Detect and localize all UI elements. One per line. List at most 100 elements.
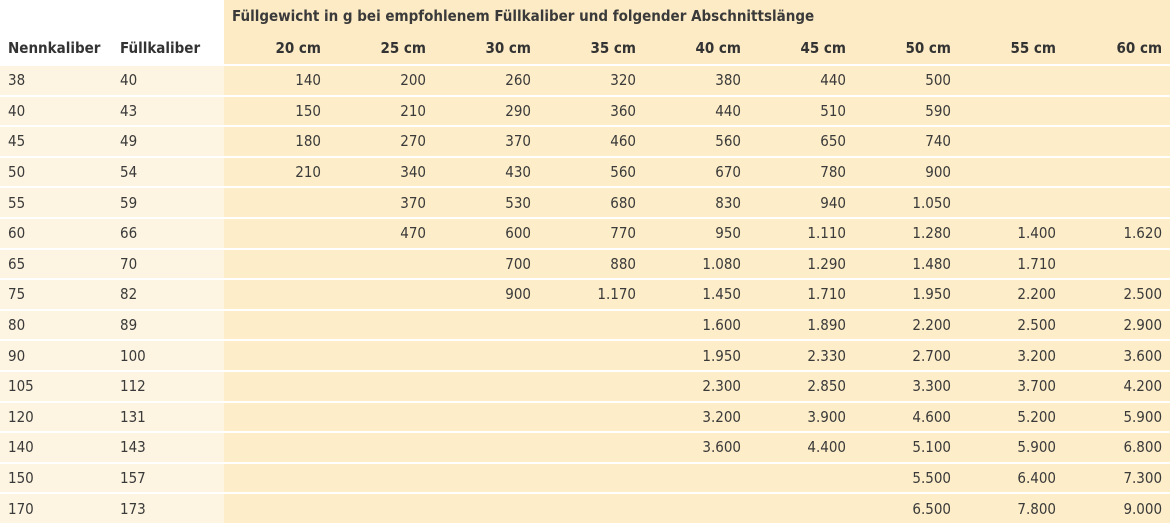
cell-fill-weight bbox=[329, 310, 434, 342]
cell-nennkaliber: 120 bbox=[0, 402, 112, 434]
cell-fill-weight: 950 bbox=[644, 218, 749, 250]
cell-fuellkaliber: 131 bbox=[112, 402, 224, 434]
cell-fill-weight bbox=[224, 341, 329, 372]
cell-fill-weight: 3.600 bbox=[644, 433, 749, 464]
cell-fill-weight: 210 bbox=[224, 157, 329, 189]
cell-fill-weight: 510 bbox=[749, 96, 854, 128]
cell-fill-weight bbox=[539, 402, 644, 434]
cell-fill-weight bbox=[539, 433, 644, 464]
cell-fill-weight: 440 bbox=[644, 96, 749, 128]
cell-fill-weight: 3.300 bbox=[854, 371, 959, 403]
cell-fill-weight: 1.890 bbox=[749, 310, 854, 342]
cell-nennkaliber: 90 bbox=[0, 341, 112, 372]
table-row: 55 59 370 530 680 830 940 1.050 bbox=[0, 188, 1170, 219]
table-row: 150 157 5.500 6.400 7.300 bbox=[0, 463, 1170, 495]
table-row: 40 43 150 210 290 360 440 510 590 bbox=[0, 96, 1170, 128]
cell-fill-weight: 1.710 bbox=[749, 280, 854, 311]
cell-fill-weight: 1.050 bbox=[854, 188, 959, 219]
cell-fill-weight: 370 bbox=[434, 127, 539, 158]
cell-fill-weight: 5.500 bbox=[854, 463, 959, 495]
cell-fill-weight: 320 bbox=[539, 66, 644, 97]
header-fuellkaliber: Füllkaliber bbox=[112, 32, 224, 66]
cell-fuellkaliber: 112 bbox=[112, 371, 224, 403]
cell-fill-weight bbox=[539, 371, 644, 403]
cell-fill-weight bbox=[224, 249, 329, 281]
cell-fill-weight: 360 bbox=[539, 96, 644, 128]
cell-fill-weight: 940 bbox=[749, 188, 854, 219]
column-header-row: Nennkaliber Füllkaliber 20 cm 25 cm 30 c… bbox=[0, 32, 1170, 66]
cell-fill-weight: 1.480 bbox=[854, 249, 959, 281]
cell-fuellkaliber: 157 bbox=[112, 463, 224, 495]
cell-fill-weight: 1.950 bbox=[854, 280, 959, 311]
cell-fill-weight: 530 bbox=[434, 188, 539, 219]
cell-nennkaliber: 55 bbox=[0, 188, 112, 219]
cell-nennkaliber: 140 bbox=[0, 433, 112, 464]
table-row: 170 173 6.500 7.800 9.000 bbox=[0, 494, 1170, 523]
blank-corner bbox=[0, 0, 112, 32]
cell-fill-weight bbox=[1064, 249, 1170, 281]
cell-fill-weight: 590 bbox=[854, 96, 959, 128]
cell-fuellkaliber: 89 bbox=[112, 310, 224, 342]
cell-fill-weight: 5.200 bbox=[959, 402, 1064, 434]
cell-fill-weight bbox=[434, 463, 539, 495]
cell-fill-weight: 5.900 bbox=[1064, 402, 1170, 434]
cell-fill-weight: 4.400 bbox=[749, 433, 854, 464]
cell-fill-weight bbox=[329, 341, 434, 372]
super-header-row: Füllgewicht in g bei empfohlenem Füllkal… bbox=[0, 0, 1170, 32]
cell-fill-weight: 150 bbox=[224, 96, 329, 128]
cell-fill-weight: 290 bbox=[434, 96, 539, 128]
table-row: 120 131 3.200 3.900 4.600 5.200 5.900 bbox=[0, 402, 1170, 434]
cell-fill-weight: 370 bbox=[329, 188, 434, 219]
cell-nennkaliber: 38 bbox=[0, 66, 112, 97]
cell-fill-weight bbox=[749, 463, 854, 495]
header-length: 35 cm bbox=[539, 32, 644, 66]
cell-fuellkaliber: 49 bbox=[112, 127, 224, 158]
cell-fill-weight bbox=[434, 341, 539, 372]
cell-nennkaliber: 65 bbox=[0, 249, 112, 281]
header-length: 30 cm bbox=[434, 32, 539, 66]
cell-fill-weight bbox=[539, 310, 644, 342]
cell-fill-weight: 560 bbox=[644, 127, 749, 158]
cell-fill-weight: 3.700 bbox=[959, 371, 1064, 403]
cell-fuellkaliber: 143 bbox=[112, 433, 224, 464]
cell-fill-weight bbox=[224, 188, 329, 219]
header-length: 20 cm bbox=[224, 32, 329, 66]
cell-fill-weight: 2.700 bbox=[854, 341, 959, 372]
cell-fill-weight: 1.400 bbox=[959, 218, 1064, 250]
cell-fill-weight: 830 bbox=[644, 188, 749, 219]
cell-fill-weight: 200 bbox=[329, 66, 434, 97]
cell-fill-weight: 4.600 bbox=[854, 402, 959, 434]
cell-fuellkaliber: 40 bbox=[112, 66, 224, 97]
cell-fill-weight: 3.200 bbox=[959, 341, 1064, 372]
cell-fill-weight bbox=[224, 280, 329, 311]
cell-fill-weight bbox=[959, 66, 1064, 97]
cell-fill-weight: 1.290 bbox=[749, 249, 854, 281]
cell-fill-weight: 2.200 bbox=[959, 280, 1064, 311]
cell-nennkaliber: 45 bbox=[0, 127, 112, 158]
cell-fill-weight bbox=[434, 402, 539, 434]
cell-fill-weight: 3.900 bbox=[749, 402, 854, 434]
cell-fill-weight bbox=[224, 310, 329, 342]
cell-fill-weight: 5.900 bbox=[959, 433, 1064, 464]
cell-fill-weight bbox=[329, 433, 434, 464]
cell-fill-weight: 380 bbox=[644, 66, 749, 97]
cell-fill-weight: 780 bbox=[749, 157, 854, 189]
cell-fill-weight: 5.100 bbox=[854, 433, 959, 464]
table-row: 60 66 470 600 770 950 1.110 1.280 1.400 1.620 bbox=[0, 218, 1170, 250]
table-row: 80 89 1.600 1.890 2.200 2.500 2.900 bbox=[0, 310, 1170, 342]
cell-fill-weight: 2.330 bbox=[749, 341, 854, 372]
cell-fill-weight bbox=[539, 494, 644, 523]
cell-fill-weight: 440 bbox=[749, 66, 854, 97]
cell-nennkaliber: 40 bbox=[0, 96, 112, 128]
cell-fill-weight: 210 bbox=[329, 96, 434, 128]
cell-fill-weight: 470 bbox=[329, 218, 434, 250]
cell-fuellkaliber: 173 bbox=[112, 494, 224, 523]
blank-corner bbox=[112, 0, 224, 32]
cell-nennkaliber: 150 bbox=[0, 463, 112, 495]
cell-fill-weight: 700 bbox=[434, 249, 539, 281]
cell-fill-weight bbox=[1064, 96, 1170, 128]
cell-fill-weight: 1.710 bbox=[959, 249, 1064, 281]
cell-fill-weight: 2.200 bbox=[854, 310, 959, 342]
cell-fill-weight: 770 bbox=[539, 218, 644, 250]
cell-fill-weight bbox=[1064, 157, 1170, 189]
